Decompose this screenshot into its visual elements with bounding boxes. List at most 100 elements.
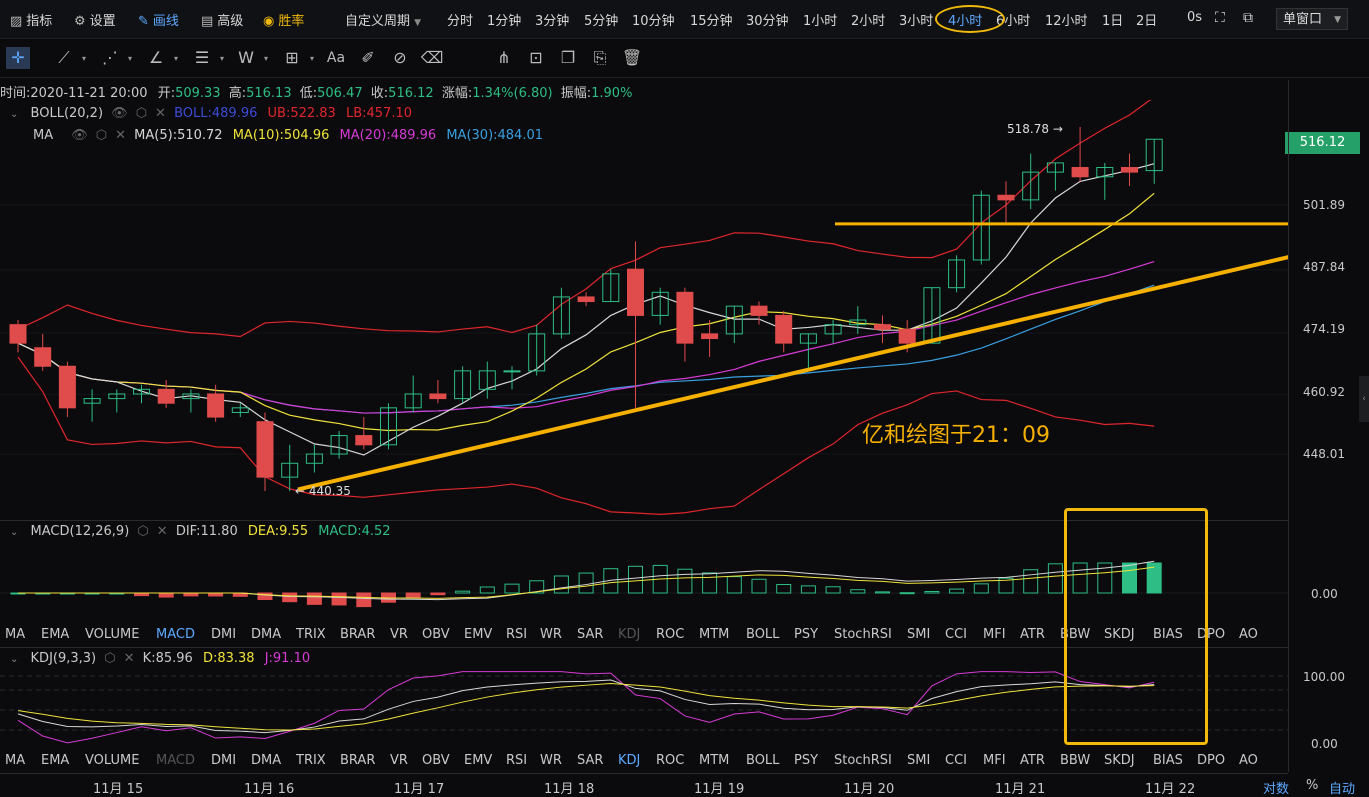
custom-period-dropdown[interactable]: 自定义周期 ▼	[345, 10, 421, 29]
candlestick-chart[interactable]	[0, 100, 1288, 518]
collapse-icon[interactable]: ⌄	[10, 109, 19, 120]
period-14[interactable]: 2日	[1136, 14, 1158, 29]
close-icon[interactable]: ✕	[115, 128, 127, 143]
collapse-icon[interactable]: ⌄	[10, 527, 19, 538]
indicator-tab-ema[interactable]: EMA	[41, 753, 70, 768]
settings-hex-icon[interactable]: ⬡	[95, 128, 108, 143]
text-tool-icon[interactable]: Aa	[326, 50, 346, 66]
indicator-tab-brar[interactable]: BRAR	[340, 753, 376, 768]
collapse-side-handle[interactable]: ‹	[1359, 376, 1369, 422]
indicator-tab-psy[interactable]: PSY	[794, 753, 819, 768]
indicators-button[interactable]: ▨ 指标	[10, 10, 52, 29]
lock-icon[interactable]: ⊡	[529, 48, 543, 67]
indicator-tab-ao[interactable]: AO	[1239, 753, 1258, 768]
period-6[interactable]: 30分钟	[746, 14, 789, 29]
indicator-tab-atr[interactable]: ATR	[1020, 627, 1045, 642]
fib-lines-icon[interactable]: ⋰ ▾	[102, 48, 132, 67]
indicator-tab-dpo[interactable]: DPO	[1197, 753, 1226, 768]
trendline-icon[interactable]: ⟋ ▾	[58, 48, 86, 67]
angle-icon[interactable]: ∠ ▾	[148, 48, 178, 67]
indicator-tab-rsi[interactable]: RSI	[506, 627, 528, 642]
indicator-tab-smi[interactable]: SMI	[907, 627, 931, 642]
indicator-tab-rsi[interactable]: RSI	[506, 753, 528, 768]
indicator-tab-mtm[interactable]: MTM	[699, 627, 730, 642]
period-0[interactable]: 分时	[447, 14, 474, 29]
log-scale-toggle[interactable]: 对数	[1263, 782, 1290, 797]
parallel-lines-icon[interactable]: ☰ ▾	[194, 48, 224, 67]
indicator-tab-brar[interactable]: BRAR	[340, 627, 376, 642]
period-8[interactable]: 2小时	[851, 14, 886, 29]
period-3[interactable]: 5分钟	[584, 14, 619, 29]
period-5[interactable]: 15分钟	[690, 14, 733, 29]
eraser-icon[interactable]: ⌫	[420, 48, 444, 67]
settings-button[interactable]: ⚙ 设置	[74, 10, 116, 29]
indicator-tab-wr[interactable]: WR	[540, 627, 562, 642]
indicator-tab-bias[interactable]: BIAS	[1153, 627, 1183, 642]
indicator-tab-macd[interactable]: MACD	[156, 627, 195, 642]
indicator-tab-ao[interactable]: AO	[1239, 627, 1258, 642]
period-9[interactable]: 3小时	[899, 14, 934, 29]
settings-hex-icon[interactable]: ⬡	[137, 524, 149, 539]
indicator-tab-boll[interactable]: BOLL	[746, 627, 780, 642]
indicator-tab-wr[interactable]: WR	[540, 753, 562, 768]
indicator-tab-boll[interactable]: BOLL	[746, 753, 780, 768]
window-mode-select[interactable]: 单窗口 ▼	[1276, 8, 1348, 30]
eye-icon[interactable]: 👁	[111, 106, 128, 121]
drawing-button[interactable]: ✎ 画线	[138, 10, 179, 29]
indicator-tab-vr[interactable]: VR	[390, 753, 408, 768]
period-1[interactable]: 1分钟	[487, 14, 522, 29]
popout-icon[interactable]: ⧉	[1243, 10, 1253, 26]
indicator-tab-volume[interactable]: VOLUME	[85, 753, 140, 768]
magnet-icon[interactable]: ⊘	[393, 48, 407, 67]
macd-chart[interactable]	[0, 540, 1288, 620]
indicator-tab-roc[interactable]: ROC	[656, 627, 685, 642]
indicator-tab-psy[interactable]: PSY	[794, 627, 819, 642]
period-4[interactable]: 10分钟	[632, 14, 675, 29]
indicator-tab-dmi[interactable]: DMI	[211, 753, 237, 768]
auto-scale-toggle[interactable]: 自动	[1329, 782, 1356, 797]
indicator-tab-trix[interactable]: TRIX	[296, 753, 326, 768]
indicator-tab-emv[interactable]: EMV	[464, 627, 493, 642]
indicator-tab-macd[interactable]: MACD	[156, 753, 195, 768]
indicator-tab-mfi[interactable]: MFI	[983, 627, 1006, 642]
crosshair-icon[interactable]: ✛	[6, 47, 30, 69]
indicator-tab-vr[interactable]: VR	[390, 627, 408, 642]
indicator-tab-mfi[interactable]: MFI	[983, 753, 1006, 768]
period-13[interactable]: 1日	[1102, 14, 1124, 29]
collapse-icon[interactable]: ⌄	[10, 654, 19, 665]
indicator-tab-obv[interactable]: OBV	[422, 627, 450, 642]
duplicate-icon[interactable]: ⎘	[593, 48, 607, 67]
indicator-tab-cci[interactable]: CCI	[945, 627, 967, 642]
indicator-tab-ma[interactable]: MA	[5, 627, 26, 642]
indicator-tab-atr[interactable]: ATR	[1020, 753, 1045, 768]
advanced-button[interactable]: ▤ 高级	[201, 10, 243, 29]
period-12[interactable]: 12小时	[1045, 14, 1088, 29]
kdj-chart[interactable]	[0, 668, 1288, 753]
close-icon[interactable]: ✕	[155, 106, 166, 121]
indicator-tab-volume[interactable]: VOLUME	[85, 627, 140, 642]
indicator-tab-cci[interactable]: CCI	[945, 753, 967, 768]
indicator-tab-sar[interactable]: SAR	[577, 753, 604, 768]
indicator-tab-kdj[interactable]: KDJ	[618, 753, 641, 768]
copy-icon[interactable]: ❐	[560, 48, 576, 67]
eye-icon[interactable]: 👁	[71, 128, 88, 143]
indicator-tab-dmi[interactable]: DMI	[211, 627, 237, 642]
indicator-tab-bbw[interactable]: BBW	[1060, 627, 1091, 642]
period-2[interactable]: 3分钟	[535, 14, 570, 29]
indicator-tab-bias[interactable]: BIAS	[1153, 753, 1183, 768]
indicator-tab-obv[interactable]: OBV	[422, 753, 450, 768]
indicator-tab-ema[interactable]: EMA	[41, 627, 70, 642]
indicator-tab-emv[interactable]: EMV	[464, 753, 493, 768]
visibility-icon[interactable]: ⋔	[497, 48, 511, 67]
settings-hex-icon[interactable]: ⬡	[104, 651, 116, 666]
wave-pattern-icon[interactable]: W ▾	[238, 48, 268, 67]
trash-icon[interactable]: 🗑	[621, 48, 643, 67]
percent-scale-toggle[interactable]: %	[1306, 778, 1319, 793]
indicator-tab-dma[interactable]: DMA	[251, 753, 282, 768]
measure-icon[interactable]: ✐	[361, 48, 375, 67]
close-icon[interactable]: ✕	[123, 651, 135, 666]
indicator-tab-stochrsi[interactable]: StochRSI	[834, 627, 892, 642]
indicator-tab-dpo[interactable]: DPO	[1197, 627, 1226, 642]
fullscreen-icon[interactable]: ⛶	[1215, 10, 1225, 26]
indicator-tab-stochrsi[interactable]: StochRSI	[834, 753, 892, 768]
